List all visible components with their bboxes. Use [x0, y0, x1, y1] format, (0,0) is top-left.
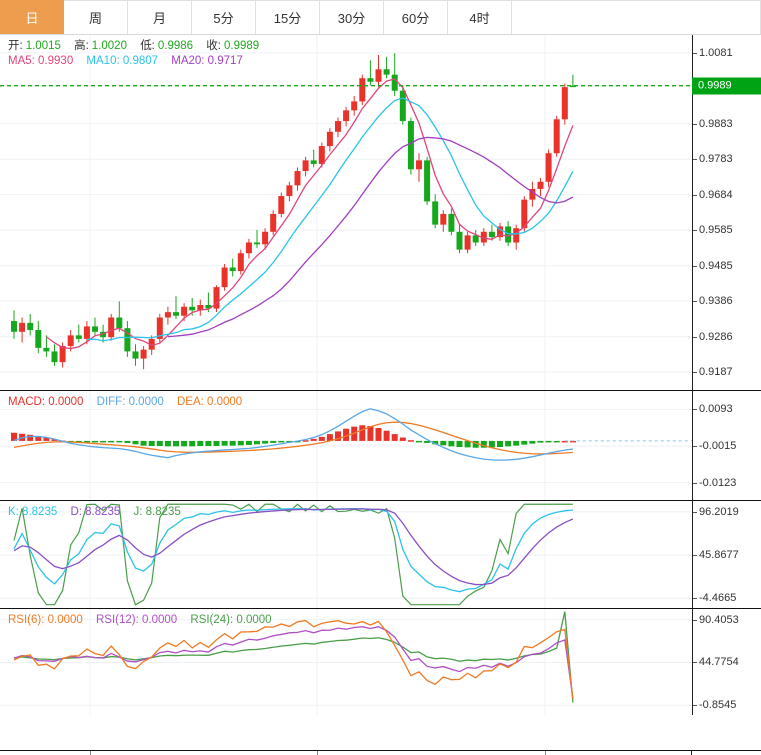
- axis-tick-mark: [693, 372, 697, 374]
- axis-tick-label: -0.0015: [699, 440, 737, 452]
- axis-tick-mark: [693, 598, 697, 600]
- axis-tick-label: -0.0123: [699, 476, 737, 489]
- axis-tick-label: 0.9585: [699, 224, 733, 236]
- axis-tick-label: 1.0081: [699, 46, 733, 59]
- dea-value: DEA: 0.0000: [176, 396, 243, 408]
- rsi12-value: RSI(12): 0.0000: [96, 614, 178, 626]
- price-panel: 开: 1.0015 高: 1.0020 低: 0.9986 收: 0.9989 MA5:…: [0, 35, 761, 390]
- d-value: D: 8.8235: [70, 506, 121, 518]
- axis-tick-label: 0.9187: [699, 366, 733, 379]
- tab-0[interactable]: 日: [0, 0, 64, 34]
- timeframe-tabbar: 日周月 5分 15分 30分 60分 4时: [0, 0, 761, 35]
- tab-4[interactable]: 15分: [256, 0, 320, 34]
- time-tick-mark: [317, 751, 318, 755]
- time-tick-mark: [545, 751, 546, 755]
- axis-tick-label: 0.9386: [699, 295, 733, 308]
- tab-3[interactable]: 5分: [192, 0, 256, 34]
- axis-tick-label: 0.9485: [699, 259, 733, 272]
- tab-5[interactable]: 30分: [320, 0, 384, 34]
- axis-tick-mark: [693, 662, 697, 664]
- axis-tick-mark: [693, 409, 697, 411]
- rsi-axis: 90.4053 44.7754 -0.8545: [692, 609, 761, 715]
- tab-1[interactable]: 周: [64, 0, 128, 34]
- axis-tick-mark: [693, 446, 697, 447]
- axis-tick-label: 0.9883: [699, 117, 733, 130]
- rsi24-value: RSI(24): 0.0000: [190, 614, 272, 626]
- low-label: 低:: [140, 40, 155, 52]
- rsi6-value: RSI(6): 0.0000: [8, 614, 83, 626]
- kdj-legend: K: 8.8235 D: 8.8235 J: 8.8235: [8, 505, 191, 520]
- close-label: 收:: [206, 40, 221, 52]
- diff-value: DIFF: 0.0000: [96, 396, 164, 408]
- time-tick-mark: [90, 751, 91, 755]
- j-value: J: 8.8235: [133, 506, 181, 518]
- axis-tick-mark: [693, 482, 697, 484]
- axis-tick-mark: [693, 265, 697, 267]
- macd-legend: MACD: 0.0000 DIFF: 0.0000 DEA: 0.0000: [8, 395, 252, 410]
- current-price-badge: 0.9989: [692, 77, 761, 95]
- axis-tick-label: 44.7754: [699, 656, 739, 669]
- axis-tick-label: 45.8677: [699, 549, 739, 562]
- axis-tick-mark: [693, 123, 697, 125]
- axis-tick-label: 0.9684: [699, 188, 733, 201]
- time-axis: 4月5月6月: [0, 750, 761, 755]
- axis-tick-label: 96.2019: [699, 505, 739, 518]
- kdj-axis: 96.2019 45.8677 -4.4665: [692, 501, 761, 608]
- rsi-plot[interactable]: [0, 609, 692, 715]
- axis-tick-mark: [693, 555, 697, 557]
- ma5-legend: MA5: 0.9930: [8, 55, 74, 67]
- axis-tick-label: 0.0093: [699, 403, 733, 416]
- low-value: 0.9986: [157, 40, 194, 52]
- tabbar-filler: [512, 0, 761, 34]
- rsi-legend: RSI(6): 0.0000 RSI(12): 0.0000 RSI(24): …: [8, 613, 282, 628]
- axis-tick-label: -4.4665: [699, 592, 737, 605]
- price-plot[interactable]: [0, 35, 692, 390]
- tab-2[interactable]: 月: [128, 0, 192, 34]
- axis-tick-label: 90.4053: [699, 613, 739, 626]
- price-legend: 开: 1.0015 高: 1.0020 低: 0.9986 收: 0.9989 MA5:…: [8, 39, 269, 69]
- kdj-plot[interactable]: [0, 501, 692, 608]
- axis-tick-mark: [693, 159, 697, 161]
- high-label: 高:: [74, 40, 89, 52]
- tab-6[interactable]: 60分: [384, 0, 448, 34]
- axis-tick-mark: [693, 194, 697, 196]
- axis-tick-mark: [693, 336, 697, 338]
- axis-tick-label: 0.9286: [699, 330, 733, 343]
- axis-tick-mark: [693, 230, 697, 231]
- axis-divider: [691, 751, 692, 755]
- macd-axis: 0.0093 -0.0015 -0.0123: [692, 391, 761, 500]
- open-label: 开:: [8, 40, 23, 52]
- ma20-legend: MA20: 0.9717: [171, 55, 243, 67]
- ma10-legend: MA10: 0.9807: [86, 55, 159, 67]
- axis-tick-mark: [693, 705, 697, 707]
- tab-7[interactable]: 4时: [448, 0, 512, 34]
- axis-tick-mark: [693, 52, 697, 54]
- k-value: K: 8.8235: [8, 506, 58, 518]
- close-value: 0.9989: [223, 40, 260, 52]
- axis-tick-label: -0.8545: [699, 699, 737, 712]
- open-value: 1.0015: [25, 40, 61, 52]
- axis-tick-mark: [693, 511, 697, 513]
- axis-tick-label: 0.9783: [699, 153, 733, 166]
- kdj-panel: K: 8.8235 D: 8.8235 J: 8.8235 96.2019 45.…: [0, 500, 761, 608]
- chart-stack: 开: 1.0015 高: 1.0020 低: 0.9986 收: 0.9989 MA5:…: [0, 35, 761, 755]
- macd-plot[interactable]: [0, 391, 692, 500]
- high-value: 1.0020: [91, 40, 127, 52]
- macd-panel: MACD: 0.0000 DIFF: 0.0000 DEA: 0.0000 0.…: [0, 390, 761, 500]
- axis-tick-mark: [693, 619, 697, 621]
- rsi-panel: RSI(6): 0.0000 RSI(12): 0.0000 RSI(24): …: [0, 608, 761, 715]
- axis-tick-mark: [693, 301, 697, 303]
- macd-value: MACD: 0.0000: [8, 396, 84, 408]
